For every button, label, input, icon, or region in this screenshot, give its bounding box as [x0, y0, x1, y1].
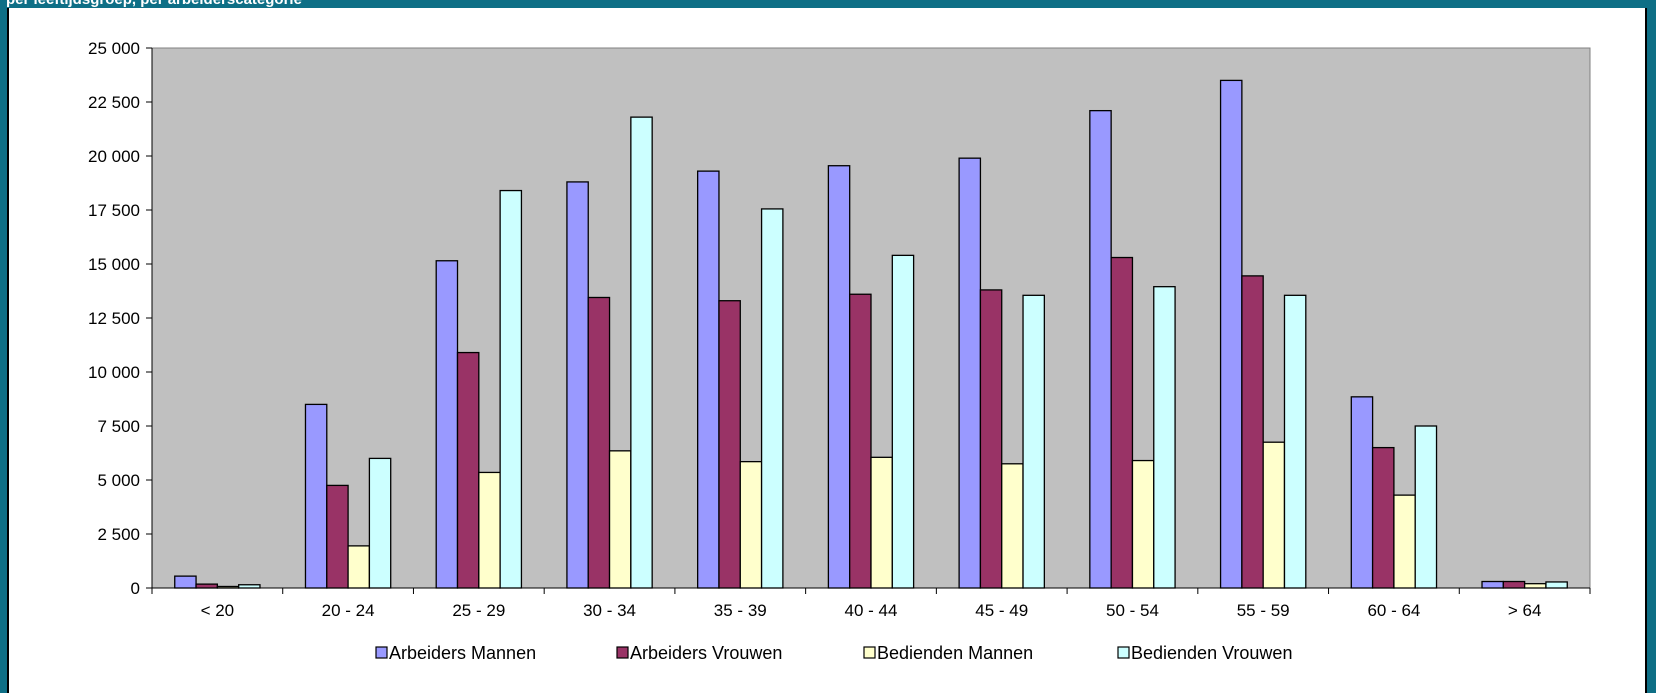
bar-bedienden-mannen: [347, 545, 371, 589]
bar-arbeiders-vrouwen: [1110, 256, 1134, 589]
bar-arbeiders-mannen: [827, 165, 851, 589]
bar-bedienden-mannen: [1262, 441, 1286, 589]
bar-arbeiders-mannen: [1481, 580, 1504, 589]
bar-bedienden-vrouwen: [368, 457, 392, 589]
x-tick-label: 20 - 24: [322, 601, 375, 620]
y-tick-label: 5 000: [97, 471, 140, 490]
bar-bedienden-mannen: [1393, 494, 1416, 589]
bar-bedienden-mannen: [478, 471, 501, 589]
axes: 0 2 500 5 000 7 500 10 000 12 500 15 000 17 500…: [88, 39, 1591, 620]
bar-bedienden-vrouwen: [1414, 425, 1438, 589]
x-tick-label: 60 - 64: [1367, 601, 1420, 620]
bar-arbeiders-mannen: [304, 403, 328, 589]
left-border: [0, 0, 7, 693]
bar-bedienden-vrouwen: [760, 208, 784, 589]
legend-swatch: [375, 646, 388, 659]
bar-arbeiders-mannen: [566, 181, 589, 589]
bar-bedienden-mannen: [739, 460, 763, 589]
x-tick-label: 45 - 49: [975, 601, 1028, 620]
bar-bedienden-mannen: [608, 450, 632, 589]
y-tick-label: 25 000: [88, 39, 140, 58]
bar-bedienden-vrouwen: [1022, 294, 1045, 589]
x-tick-label: 25 - 29: [452, 601, 505, 620]
bar-arbeiders-mannen: [697, 170, 720, 589]
x-tick-label: 40 - 44: [845, 601, 898, 620]
x-tick-label: 30 - 34: [583, 601, 636, 620]
y-tick-label: 10 000: [88, 363, 140, 382]
x-tick-label: 35 - 39: [714, 601, 767, 620]
x-tick-label: > 64: [1508, 601, 1542, 620]
bar-bedienden-mannen: [1001, 463, 1024, 589]
bar-arbeiders-mannen: [1350, 396, 1374, 589]
y-tick-label: 22 500: [88, 93, 140, 112]
bar-bedienden-mannen: [1523, 583, 1547, 589]
y-tick-label: 17 500: [88, 201, 140, 220]
bar-bedienden-vrouwen: [630, 116, 653, 589]
title-strip: per leeftijdsgroep, per arbeiderscategor…: [0, 0, 1656, 8]
bar-arbeiders-vrouwen: [456, 351, 480, 589]
legend-label: Arbeiders Mannen: [389, 643, 536, 663]
y-tick-label: 20 000: [88, 147, 140, 166]
bar-arbeiders-vrouwen: [849, 293, 872, 589]
bar-arbeiders-mannen: [174, 575, 197, 589]
x-tick-label: 55 - 59: [1237, 601, 1290, 620]
y-tick-label: 0: [131, 579, 140, 598]
bar-bedienden-vrouwen: [238, 584, 261, 589]
bar-arbeiders-vrouwen: [1371, 446, 1395, 589]
legend-label: Arbeiders Vrouwen: [630, 643, 782, 663]
bar-arbeiders-mannen: [1089, 109, 1112, 589]
bar-arbeiders-vrouwen: [718, 300, 741, 589]
legend-swatch: [1117, 646, 1130, 659]
y-tick-label: 2 500: [97, 525, 140, 544]
y-tick-label: 12 500: [88, 309, 140, 328]
bar-arbeiders-vrouwen: [1502, 580, 1526, 589]
bar-bedienden-vrouwen: [1283, 294, 1307, 589]
bars: [174, 79, 1568, 589]
x-tick-label: 50 - 54: [1106, 601, 1159, 620]
x-tick-label: < 20: [201, 601, 235, 620]
legend-label: Bedienden Vrouwen: [1131, 643, 1292, 663]
right-border: [1647, 0, 1656, 693]
inner-left-line: [7, 8, 9, 693]
bar-bedienden-vrouwen: [1153, 286, 1176, 589]
bar-arbeiders-vrouwen: [326, 484, 349, 589]
legend: Arbeiders Mannen Arbeiders Vrouwen Bediend…: [375, 643, 1292, 663]
legend-swatch: [616, 646, 629, 659]
chart-title-strip-text: per leeftijdsgroep, per arbeiderscategor…: [6, 0, 302, 8]
legend-swatch: [863, 646, 876, 659]
legend-label: Bedienden Mannen: [877, 643, 1033, 663]
bar-arbeiders-mannen: [958, 157, 982, 589]
bar-bedienden-mannen: [870, 456, 893, 589]
bar-arbeiders-mannen: [1219, 79, 1243, 589]
inner-right-line: [1645, 8, 1647, 693]
bar-arbeiders-vrouwen: [979, 289, 1003, 589]
bar-bedienden-vrouwen: [1545, 581, 1568, 589]
bar-arbeiders-vrouwen: [587, 296, 611, 589]
bar-arbeiders-vrouwen: [195, 583, 219, 589]
y-tick-label: 15 000: [88, 255, 140, 274]
y-tick-label: 7 500: [97, 417, 140, 436]
bar-bedienden-mannen: [216, 585, 240, 589]
bar-bedienden-mannen: [1131, 459, 1155, 589]
bar-bedienden-vrouwen: [891, 254, 915, 589]
bar-arbeiders-vrouwen: [1241, 275, 1264, 589]
bar-bedienden-vrouwen: [499, 189, 523, 589]
bar-arbeiders-mannen: [435, 260, 459, 589]
